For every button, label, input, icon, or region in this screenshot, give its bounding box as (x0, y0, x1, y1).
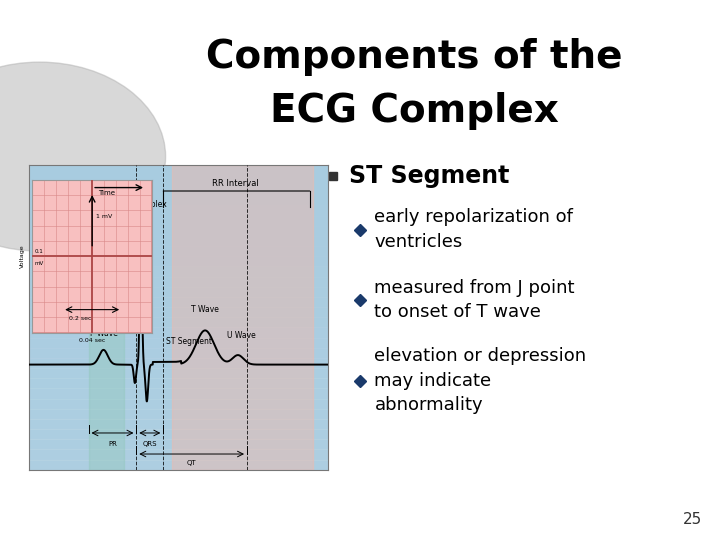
Bar (29, 358, 328, 368)
Text: 25: 25 (683, 511, 702, 526)
Bar (29, 185, 328, 195)
Bar (29, 287, 328, 297)
Bar (29, 297, 328, 307)
Bar (29, 226, 328, 236)
Bar (29, 348, 328, 358)
Text: P Wave: P Wave (89, 329, 117, 338)
Text: Components of the: Components of the (206, 38, 622, 76)
Bar (29, 236, 328, 246)
Text: QT: QT (186, 460, 197, 465)
Text: 0.04 sec: 0.04 sec (79, 338, 105, 343)
Bar (29, 327, 328, 338)
Text: ST Segment: ST Segment (349, 164, 510, 187)
Text: QRS: QRS (143, 441, 157, 447)
Bar (29, 256, 328, 266)
Bar (29, 399, 328, 409)
Bar (29, 379, 328, 388)
Bar (29, 276, 328, 287)
Text: T Wave: T Wave (191, 305, 219, 314)
Bar (29, 246, 328, 256)
Bar (29, 175, 328, 185)
Bar (29, 388, 328, 399)
Text: early repolarization of
ventricles: early repolarization of ventricles (374, 208, 573, 251)
Text: Time: Time (98, 190, 115, 196)
Text: 0.2 sec: 0.2 sec (69, 316, 91, 321)
Text: 0.1: 0.1 (35, 249, 43, 254)
Text: measured from J point
to onset of T wave: measured from J point to onset of T wave (374, 279, 575, 321)
Text: Voltage: Voltage (20, 245, 25, 268)
Bar (29, 449, 328, 460)
Bar (29, 195, 328, 205)
Text: QRS Complex: QRS Complex (115, 200, 167, 209)
Text: U Wave: U Wave (227, 332, 256, 340)
Text: RR Interval: RR Interval (212, 179, 258, 188)
Bar (29, 440, 328, 449)
Bar (172, 165, 312, 470)
Bar (29, 307, 328, 318)
Bar (29, 205, 328, 215)
Text: elevation or depression
may indicate
abnormality: elevation or depression may indicate abn… (374, 347, 587, 414)
Text: 1 mV: 1 mV (96, 214, 112, 219)
Text: PR: PR (108, 441, 117, 447)
Text: ECG Complex: ECG Complex (269, 92, 559, 130)
Bar (29, 338, 328, 348)
Bar (29, 409, 328, 419)
Text: ST Segment: ST Segment (166, 336, 212, 346)
Bar (29, 429, 328, 440)
Bar (29, 215, 328, 226)
Bar (29, 165, 328, 175)
Bar (29, 368, 328, 379)
Text: mV: mV (35, 261, 44, 266)
Bar (29, 318, 328, 327)
Bar (29, 419, 328, 429)
Bar (29, 460, 328, 470)
Bar (89, 333, 125, 470)
Bar (29, 266, 328, 276)
Circle shape (0, 62, 166, 251)
